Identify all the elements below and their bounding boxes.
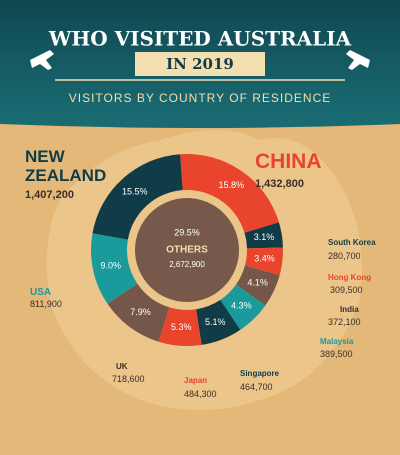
country-name: India	[340, 305, 359, 314]
others-percent: 29.5%	[174, 227, 200, 237]
visitor-count: 1,432,800	[255, 178, 304, 190]
visitor-count: 1,407,200	[25, 189, 74, 201]
percent-label: 4.3%	[231, 300, 252, 310]
donut-segment	[236, 265, 280, 306]
others-circle	[135, 198, 239, 302]
others-name: OTHERS	[166, 245, 208, 256]
title: WHO VISITED AUSTRALIA	[48, 27, 352, 51]
donut-segment	[196, 299, 241, 345]
percent-label: 9.0%	[100, 261, 121, 271]
country-name: CHINA	[255, 150, 322, 173]
year-banner	[135, 52, 265, 76]
percent-label: 4.1%	[247, 278, 268, 288]
country-name: UK	[116, 362, 128, 371]
donut-segment	[220, 284, 266, 330]
donut-segment	[180, 153, 279, 233]
country-name: USA	[30, 287, 52, 298]
country-name: Malaysia	[320, 337, 354, 346]
country-name: South Korea	[328, 238, 376, 247]
percent-label: 5.3%	[171, 322, 192, 332]
percent-label: 3.1%	[254, 232, 275, 242]
country-name: Singapore	[240, 369, 280, 378]
year: IN 2019	[166, 55, 234, 73]
percent-label: 15.5%	[122, 186, 148, 196]
visitor-count: 280,700	[328, 251, 361, 261]
donut-segment	[92, 154, 183, 240]
others-visitors: 2,672,900	[169, 260, 205, 269]
visitor-count: 389,500	[320, 349, 353, 359]
donut-segment	[244, 222, 283, 249]
plane-icon	[346, 50, 370, 70]
country-name: Japan	[184, 376, 208, 385]
visitor-count: 464,700	[240, 382, 273, 392]
country-name: Hong Kong	[328, 273, 372, 282]
country-name: NEW ZEALAND	[25, 147, 107, 185]
percent-label: 15.8%	[219, 180, 245, 190]
donut-segment	[91, 233, 138, 304]
header-edge	[0, 115, 400, 128]
plane-icon	[30, 50, 54, 70]
percent-label: 7.9%	[130, 307, 151, 317]
donut-segment	[158, 307, 202, 346]
percent-label: 5.1%	[205, 317, 226, 327]
visitor-count: 718,600	[112, 374, 145, 384]
visitor-count: 372,100	[328, 317, 361, 327]
donut-segment	[244, 247, 283, 276]
visitor-count: 484,300	[184, 389, 217, 399]
visitor-count: 811,900	[30, 299, 62, 309]
visitor-count: 309,500	[330, 285, 363, 295]
subtitle: VISITORS BY COUNTRY OF RESIDENCE	[69, 91, 332, 105]
percent-label: 3.4%	[254, 254, 275, 264]
donut-segment	[107, 283, 170, 342]
